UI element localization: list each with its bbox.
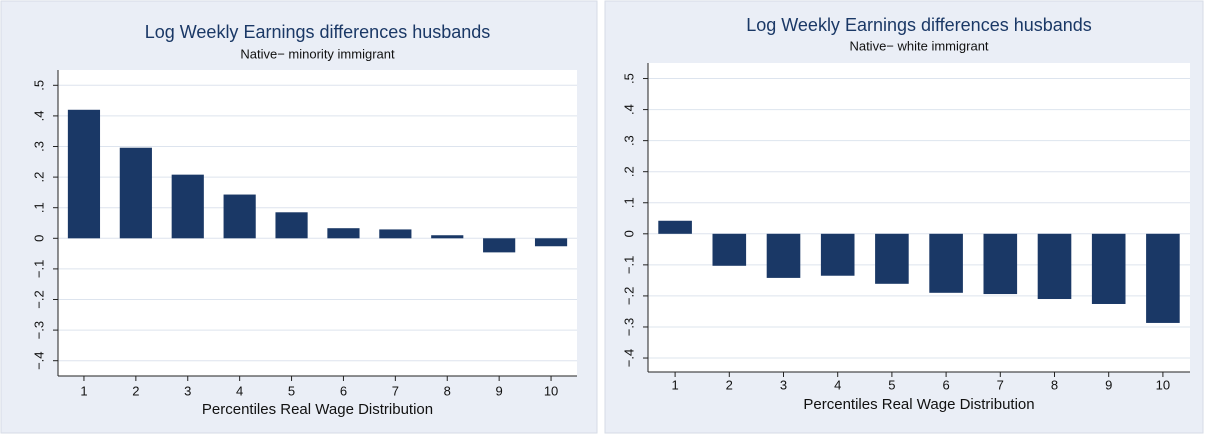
chart-subtitle: Native− white immigrant bbox=[849, 38, 988, 53]
x-tick-label: 8 bbox=[1051, 377, 1058, 392]
bar bbox=[67, 109, 101, 239]
x-axis-label: Percentiles Real Wage Distribution bbox=[202, 401, 433, 418]
y-tick-label: .5 bbox=[31, 80, 46, 91]
x-tick-label: 8 bbox=[444, 383, 451, 398]
x-tick-label: 9 bbox=[496, 383, 503, 398]
bar bbox=[1091, 233, 1126, 304]
x-tick-label: 4 bbox=[236, 383, 243, 398]
bar bbox=[658, 220, 692, 234]
y-tick-label: .3 bbox=[621, 135, 636, 146]
plot-area bbox=[648, 63, 1190, 372]
bar bbox=[820, 233, 855, 276]
x-tick-label: 4 bbox=[834, 377, 841, 392]
bar bbox=[983, 233, 1018, 295]
x-tick-label: 3 bbox=[780, 377, 787, 392]
y-tick-label: −.3 bbox=[621, 318, 636, 336]
bar bbox=[1146, 233, 1180, 323]
y-tick-label: .1 bbox=[621, 197, 636, 208]
y-tick-label: .3 bbox=[31, 141, 46, 152]
y-tick-label: −.2 bbox=[31, 290, 46, 308]
y-tick-label: .4 bbox=[621, 104, 636, 115]
bar bbox=[119, 147, 152, 239]
y-tick-label: −.2 bbox=[621, 287, 636, 305]
x-tick-label: 6 bbox=[340, 383, 347, 398]
chart-subtitle: Native− minority immigrant bbox=[240, 46, 395, 61]
x-tick-label: 2 bbox=[726, 377, 733, 392]
bar bbox=[223, 194, 256, 239]
x-tick-label: 7 bbox=[392, 383, 399, 398]
x-tick-label: 7 bbox=[997, 377, 1004, 392]
chart-title: Log Weekly Earnings differences husbands bbox=[145, 22, 491, 42]
y-tick-label: −.1 bbox=[621, 256, 636, 274]
x-tick-label: 9 bbox=[1105, 377, 1112, 392]
y-tick-label: .2 bbox=[31, 172, 46, 183]
x-tick-label: 2 bbox=[132, 383, 139, 398]
y-tick-label: −.4 bbox=[621, 349, 636, 367]
x-tick-label: 3 bbox=[184, 383, 191, 398]
bar bbox=[431, 235, 464, 239]
x-axis-label: Percentiles Real Wage Distribution bbox=[803, 396, 1034, 413]
y-tick-label: .2 bbox=[621, 166, 636, 177]
y-tick-label: .5 bbox=[621, 73, 636, 84]
y-tick-label: −.4 bbox=[31, 351, 46, 369]
x-tick-label: 5 bbox=[888, 377, 895, 392]
bar bbox=[534, 238, 568, 247]
bar bbox=[483, 238, 516, 253]
bar bbox=[275, 212, 308, 239]
bar bbox=[379, 229, 412, 239]
bar bbox=[327, 228, 360, 239]
bar bbox=[1037, 233, 1072, 300]
bar bbox=[712, 233, 747, 266]
bar bbox=[929, 233, 963, 293]
y-tick-label: −.1 bbox=[31, 260, 46, 278]
y-tick-label: 0 bbox=[621, 230, 636, 237]
chart-title: Log Weekly Earnings differences husbands bbox=[746, 15, 1092, 35]
y-tick-label: .4 bbox=[31, 110, 46, 121]
x-tick-label: 6 bbox=[942, 377, 949, 392]
x-tick-label: 10 bbox=[1156, 377, 1170, 392]
y-tick-label: −.3 bbox=[31, 321, 46, 339]
x-tick-label: 1 bbox=[671, 377, 678, 392]
bar bbox=[766, 233, 801, 278]
x-tick-label: 1 bbox=[80, 383, 87, 398]
bar bbox=[875, 233, 909, 284]
y-tick-label: 0 bbox=[31, 235, 46, 242]
bar bbox=[171, 174, 204, 239]
y-tick-label: .1 bbox=[31, 202, 46, 213]
x-tick-label: 5 bbox=[288, 383, 295, 398]
x-tick-label: 10 bbox=[544, 383, 558, 398]
